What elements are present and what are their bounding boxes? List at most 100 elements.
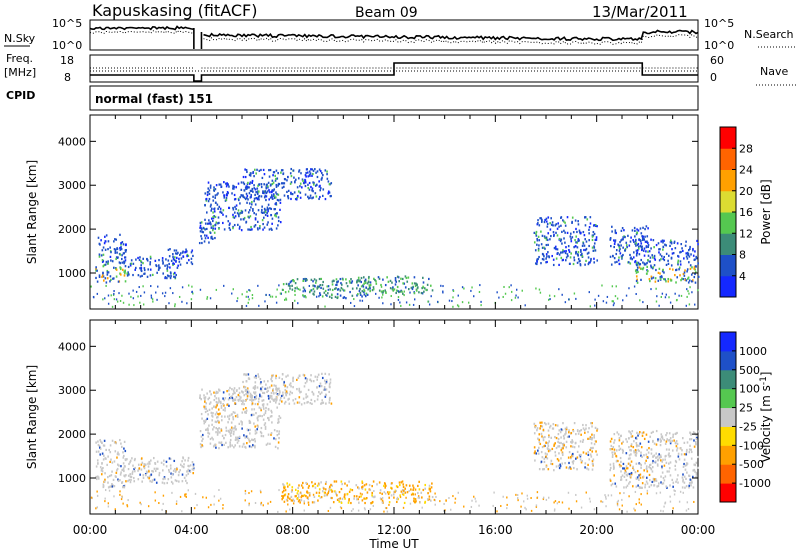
scatter-pixel bbox=[614, 295, 617, 298]
scatter-pixel bbox=[234, 411, 236, 414]
scatter-pixel bbox=[232, 184, 234, 187]
scatter-pixel bbox=[645, 459, 647, 462]
scatter-pixel bbox=[275, 227, 278, 230]
scatter-pixel bbox=[95, 450, 98, 453]
scatter-pixel bbox=[201, 228, 203, 231]
scatter-pixel bbox=[636, 263, 639, 266]
scatter-pixel bbox=[318, 483, 321, 486]
scatter-pixel bbox=[665, 448, 668, 451]
scatter-pixel bbox=[228, 404, 230, 407]
scatter-pixel bbox=[129, 473, 132, 476]
scatter-pixel bbox=[624, 247, 627, 251]
scatter-pixel bbox=[663, 505, 665, 508]
scatter-pixel bbox=[330, 402, 333, 405]
scatter-pixel bbox=[653, 246, 655, 249]
scatter-pixel bbox=[648, 465, 650, 469]
scatter-pixel bbox=[114, 450, 117, 453]
scatter-pixel bbox=[381, 492, 383, 495]
scatter-pixel bbox=[393, 490, 395, 493]
scatter-pixel bbox=[257, 184, 259, 187]
scatter-pixel bbox=[628, 244, 631, 247]
scatter-pixel bbox=[616, 260, 618, 264]
scatter-pixel bbox=[663, 464, 666, 467]
scatter-pixel bbox=[282, 283, 285, 286]
scatter-pixel bbox=[406, 280, 409, 283]
scatter-pixel bbox=[334, 295, 337, 299]
scatter-pixel bbox=[545, 236, 548, 239]
scatter-pixel bbox=[121, 254, 123, 257]
scatter-pixel bbox=[282, 394, 284, 397]
scatter-pixel bbox=[619, 465, 621, 468]
scatter-pixel bbox=[248, 504, 250, 507]
scatter-pixel bbox=[104, 240, 107, 243]
scatter-pixel bbox=[618, 463, 621, 466]
scatter-pixel bbox=[216, 193, 218, 196]
scatter-pixel bbox=[240, 396, 242, 399]
scatter-pixel bbox=[537, 257, 539, 261]
scatter-pixel bbox=[635, 244, 637, 247]
scatter-pixel bbox=[690, 479, 693, 482]
scatter-pixel bbox=[363, 282, 365, 285]
scatter-pixel bbox=[143, 268, 146, 272]
scatter-pixel bbox=[535, 452, 538, 455]
scatter-pixel bbox=[241, 402, 243, 406]
scatter-pixel bbox=[328, 488, 331, 491]
scatter-pixel bbox=[537, 449, 539, 452]
scatter-pixel bbox=[561, 462, 564, 465]
scatter-pixel bbox=[690, 457, 693, 460]
scatter-pixel bbox=[172, 272, 175, 275]
scatter-pixel bbox=[240, 399, 243, 402]
scatter-pixel bbox=[640, 493, 642, 496]
scatter-pixel bbox=[191, 290, 193, 293]
scatter-pixel bbox=[282, 383, 285, 386]
scatter-pixel bbox=[396, 285, 399, 289]
scatter-pixel bbox=[361, 295, 363, 298]
scatter-pixel bbox=[318, 491, 321, 494]
scatter-pixel bbox=[558, 452, 560, 455]
scatter-pixel bbox=[413, 282, 416, 285]
scatter-pixel bbox=[305, 396, 307, 399]
scatter-pixel bbox=[642, 431, 645, 434]
scatter-pixel bbox=[541, 234, 544, 237]
scatter-pixel bbox=[319, 189, 322, 192]
scatter-pixel bbox=[262, 222, 264, 226]
nave-tick-top: 60 bbox=[710, 54, 724, 67]
scatter-pixel bbox=[243, 216, 246, 220]
scatter-pixel bbox=[303, 288, 306, 291]
scatter-pixel bbox=[383, 484, 385, 487]
scatter-pixel bbox=[281, 498, 283, 501]
scatter-pixel bbox=[551, 254, 553, 258]
scatter-pixel bbox=[204, 218, 206, 221]
scatter-pixel bbox=[162, 272, 165, 275]
scatter-pixel bbox=[371, 484, 373, 488]
scatter-pixel bbox=[576, 450, 579, 453]
scatter-pixel bbox=[368, 275, 370, 279]
scatter-pixel bbox=[341, 482, 343, 486]
scatter-pixel bbox=[95, 477, 98, 481]
scatter-pixel bbox=[661, 466, 663, 470]
scatter-pixel bbox=[155, 264, 157, 267]
scatter-pixel bbox=[124, 250, 127, 253]
scatter-pixel bbox=[210, 226, 213, 229]
scatter-pixel bbox=[117, 256, 119, 259]
scatter-pixel bbox=[246, 435, 248, 438]
scatter-pixel bbox=[695, 442, 697, 445]
scatter-pixel bbox=[593, 261, 596, 264]
scatter-pixel bbox=[90, 285, 92, 288]
scatter-pixel bbox=[203, 419, 205, 422]
scatter-pixel bbox=[308, 170, 311, 173]
scatter-pixel bbox=[613, 245, 615, 249]
scatter-pixel bbox=[587, 256, 590, 259]
scatter-pixel bbox=[340, 286, 343, 290]
scatter-pixel bbox=[686, 268, 689, 271]
scatter-pixel bbox=[410, 286, 413, 289]
scatter-pixel bbox=[592, 446, 594, 449]
scatter-pixel bbox=[175, 256, 178, 259]
scatter-pixel bbox=[590, 259, 592, 262]
scatter-pixel bbox=[127, 479, 129, 483]
scatter-pixel bbox=[191, 285, 193, 288]
scatter-pixel bbox=[571, 439, 573, 442]
scatter-pixel bbox=[697, 455, 700, 459]
scatter-pixel bbox=[123, 260, 125, 264]
